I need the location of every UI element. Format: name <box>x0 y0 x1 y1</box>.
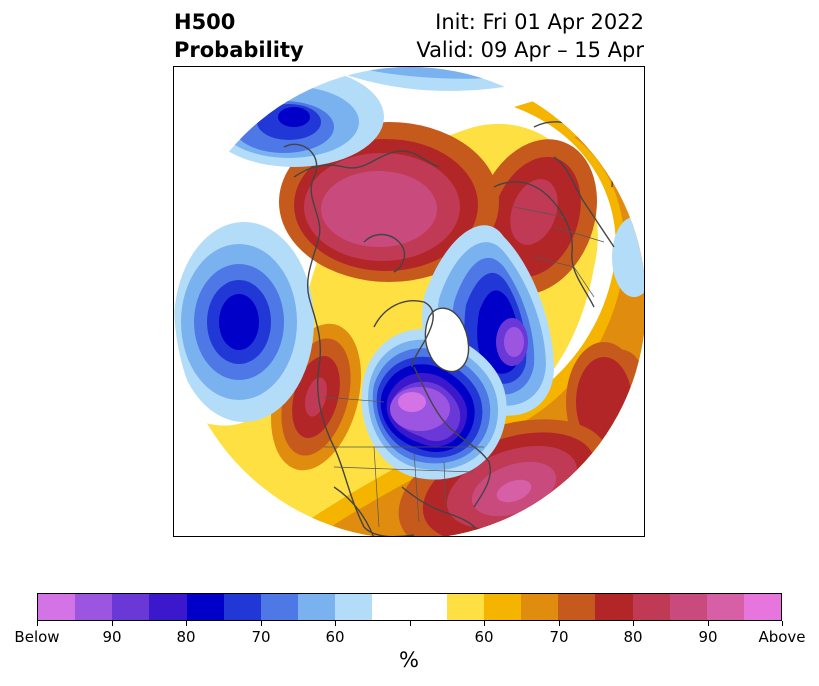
map-title: H500 Probability <box>174 8 304 64</box>
canadian-arctic-high <box>279 122 499 282</box>
colorbar-tickmark <box>708 621 709 626</box>
date-info: Init: Fri 01 Apr 2022 Valid: 09 Apr – 15… <box>416 8 644 64</box>
colorbar <box>37 593 782 621</box>
colorbar-segment <box>409 594 447 620</box>
colorbar-tick-label: 90 <box>102 628 122 646</box>
colorbar-label: % <box>399 648 419 672</box>
scandinavia-blue <box>612 217 644 297</box>
colorbar-tickmark <box>186 621 187 626</box>
colorbar-segment <box>112 594 150 620</box>
colorbar-segment <box>446 594 484 620</box>
bering-low <box>204 67 384 167</box>
colorbar-segment <box>372 594 410 620</box>
colorbar-tick-label: Above <box>758 628 806 646</box>
colorbar-tick-label: 90 <box>698 628 718 646</box>
colorbar-segment <box>521 594 559 620</box>
colorbar-tick-label: Below <box>14 628 60 646</box>
colorbar-segment <box>483 594 522 620</box>
colorbar-tickmark <box>37 621 38 626</box>
colorbar-segment <box>298 594 336 620</box>
colorbar-tickmark <box>261 621 262 626</box>
colorbar-tick-label: 60 <box>474 628 494 646</box>
colorbar-tick-label: 70 <box>549 628 569 646</box>
title-line1: H500 <box>174 10 236 34</box>
colorbar-segment <box>223 594 261 620</box>
colorbar-segment <box>595 594 633 620</box>
init-date: Init: Fri 01 Apr 2022 <box>435 10 644 34</box>
colorbar-tickmark <box>410 621 411 626</box>
political-borders <box>323 206 605 528</box>
colorbar-segment <box>149 594 187 620</box>
colorbar-segment <box>669 594 707 620</box>
colorbar-tick-label: 80 <box>176 628 196 646</box>
probability-map-svg <box>174 67 644 536</box>
colorbar-tickmark <box>484 621 485 626</box>
polar-map <box>173 66 645 537</box>
colorbar-segment <box>186 594 224 620</box>
colorbar-tickmark <box>782 621 783 626</box>
colorbar-segment <box>706 594 744 620</box>
colorbar-segment <box>743 594 782 620</box>
probability-field <box>174 67 644 536</box>
valid-period: Valid: 09 Apr – 15 Apr <box>416 38 644 62</box>
colorbar-segment <box>632 594 670 620</box>
greenland-white <box>425 308 469 372</box>
pacific-low-zone <box>174 187 314 426</box>
colorbar-tickmark <box>559 621 560 626</box>
colorbar-tickmark <box>633 621 634 626</box>
title-line2: Probability <box>174 38 304 62</box>
colorbar-tick-label: 80 <box>623 628 643 646</box>
colorbar-segment <box>75 594 113 620</box>
colorbar-tickmark <box>335 621 336 626</box>
colorbar-segment <box>38 594 76 620</box>
coastlines <box>283 121 615 536</box>
colorbar-segment <box>260 594 299 620</box>
colorbar-segment <box>335 594 373 620</box>
colorbar-segment <box>558 594 596 620</box>
colorbar-tick-label: 70 <box>251 628 271 646</box>
colorbar-tickmark <box>112 621 113 626</box>
colorbar-tick-label: 60 <box>325 628 345 646</box>
